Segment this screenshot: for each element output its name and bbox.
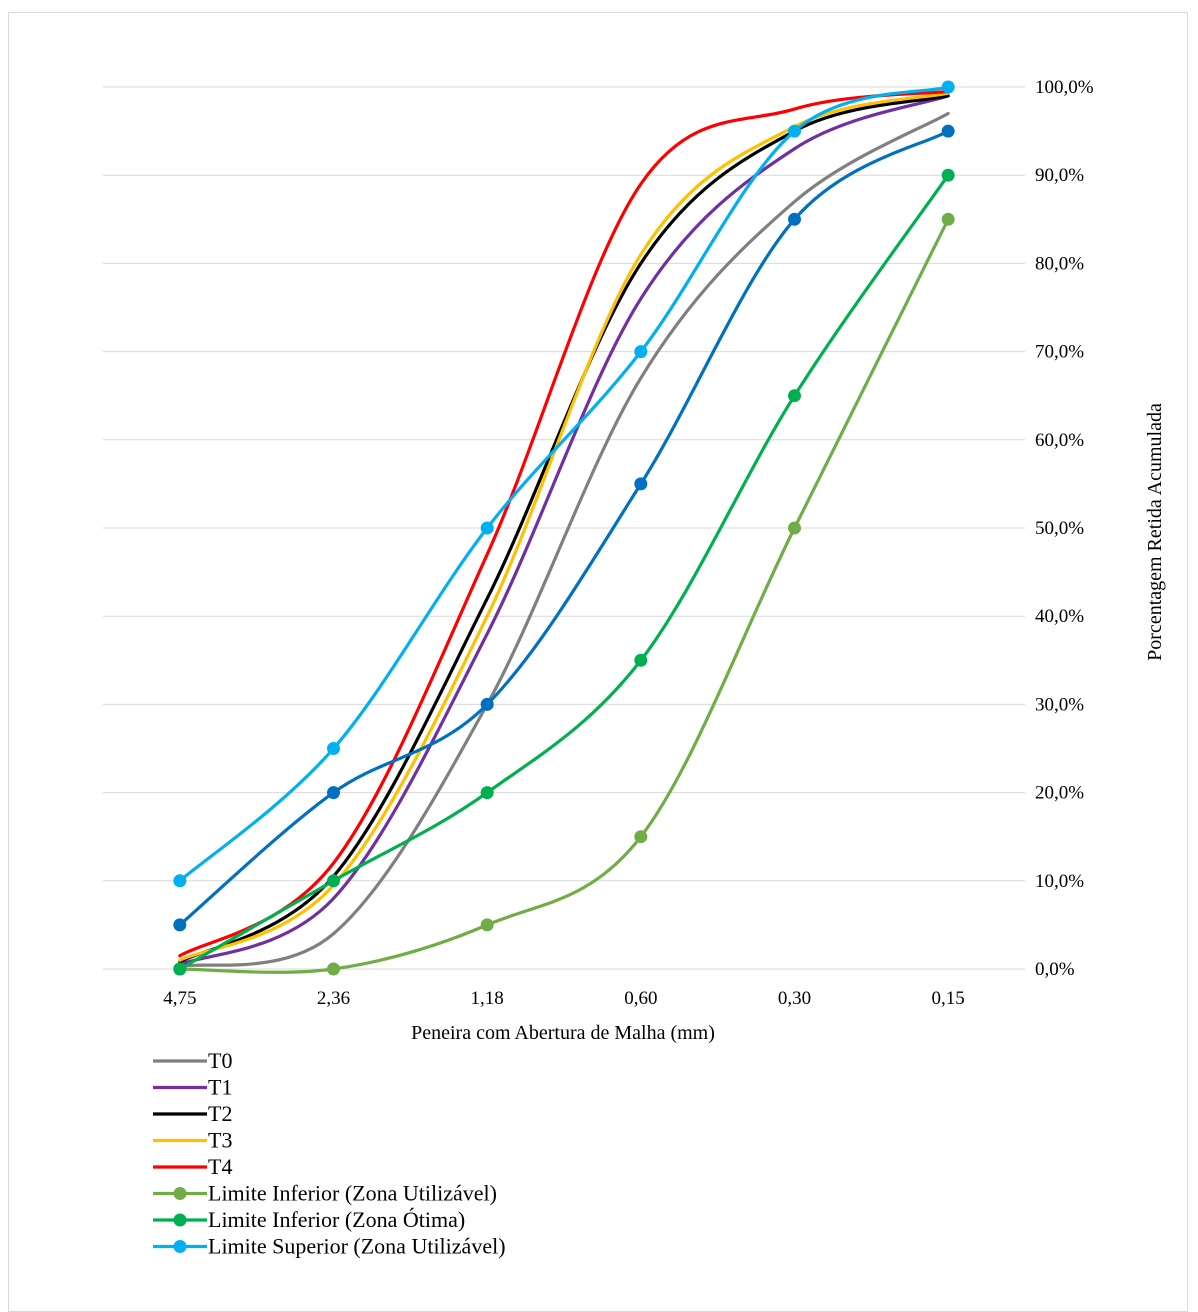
legend-label-t0: T0 — [208, 1048, 232, 1073]
data-point-limite-superior-zona-utilizavel — [480, 521, 494, 535]
data-point-limite-inferior-zona-utilizavel — [634, 830, 648, 844]
y-axis-title: Porcentagem Retida Acumulada — [1144, 403, 1166, 661]
data-point-unlabeled-series — [480, 697, 494, 711]
x-tick-label: 0,15 — [932, 988, 965, 1009]
x-tick-label: 1,18 — [471, 988, 504, 1009]
y-tick-label: 30,0% — [1035, 694, 1084, 715]
series-markers — [173, 80, 955, 976]
series-line-limite-inferior-zona-utilizavel — [178, 217, 950, 974]
y-tick-label: 100,0% — [1035, 77, 1094, 98]
chart-frame — [8, 12, 1188, 1312]
x-tick-label: 4,75 — [163, 988, 196, 1009]
data-point-limite-superior-zona-utilizavel — [327, 742, 340, 755]
legend-label-t3: T3 — [208, 1128, 232, 1153]
x-axis-title: Peneira com Abertura de Malha (mm) — [411, 1022, 715, 1044]
data-point-limite-superior-zona-utilizavel — [173, 874, 187, 888]
gridlines — [103, 86, 1025, 970]
series-line-t4 — [178, 89, 950, 958]
series-line-t3 — [178, 91, 950, 962]
y-tick-label: 50,0% — [1035, 518, 1084, 539]
x-axis-ticks: 4,75 2,36 1,18 0,60 0,30 0,15 — [163, 988, 965, 1009]
legend-marker-limite-superior-zona-utilizavel — [173, 1240, 187, 1253]
data-point-unlabeled-series — [788, 212, 801, 226]
series-line-t0 — [178, 111, 950, 968]
data-point-unlabeled-series — [327, 786, 340, 800]
data-point-limite-superior-zona-utilizavel — [941, 80, 955, 94]
data-point-limite-inferior-zona-otima — [788, 389, 801, 403]
y-tick-label: 90,0% — [1035, 165, 1084, 186]
legend-label-limite-inferior-zona-utilizavel: Limite Inferior (Zona Utilizável) — [208, 1181, 497, 1206]
data-point-limite-inferior-zona-utilizavel — [941, 212, 955, 226]
y-tick-label: 40,0% — [1035, 606, 1084, 627]
data-point-limite-superior-zona-utilizavel — [634, 345, 648, 359]
legend-label-limite-inferior-zona-otima: Limite Inferior (Zona Ótima) — [208, 1207, 465, 1232]
data-point-limite-inferior-zona-otima — [941, 168, 955, 182]
series-line-limite-inferior-zona-otima — [178, 173, 950, 971]
series-line-limite-superior-zona-utilizavel — [178, 85, 950, 883]
y-axis-ticks: 0,0% 10,0% 20,0% 30,0% 40,0% 50,0% 60,0% 70,0% 8… — [1035, 77, 1094, 980]
legend-marker-limite-inferior-zona-otima — [173, 1213, 187, 1227]
legend-label-limite-superior-zona-utilizavel: Limite Superior (Zona Utilizável) — [208, 1234, 506, 1259]
x-tick-label: 2,36 — [317, 988, 350, 1009]
y-tick-label: 60,0% — [1035, 430, 1084, 451]
data-point-limite-inferior-zona-otima — [327, 874, 340, 888]
legend-label-t4: T4 — [208, 1154, 232, 1179]
data-point-limite-inferior-zona-otima — [173, 962, 187, 976]
data-point-unlabeled-series — [173, 918, 187, 932]
legend-label-t2: T2 — [208, 1101, 232, 1126]
data-point-limite-inferior-zona-utilizavel — [327, 962, 340, 976]
data-point-unlabeled-series — [941, 124, 955, 138]
legend-label-t1: T1 — [208, 1075, 232, 1100]
y-tick-label: 70,0% — [1035, 342, 1084, 363]
data-point-limite-inferior-zona-otima — [480, 786, 494, 800]
data-point-unlabeled-series — [634, 477, 648, 491]
series-line-t1 — [178, 94, 950, 967]
data-point-limite-superior-zona-utilizavel — [788, 124, 801, 138]
data-point-limite-inferior-zona-otima — [634, 653, 648, 667]
x-tick-label: 0,30 — [778, 988, 811, 1009]
x-tick-label: 0,60 — [624, 988, 657, 1009]
y-tick-label: 80,0% — [1035, 253, 1084, 274]
data-point-limite-inferior-zona-utilizavel — [788, 521, 801, 535]
series-line-t2 — [178, 94, 950, 964]
y-tick-label: 10,0% — [1035, 871, 1084, 892]
data-point-limite-inferior-zona-utilizavel — [480, 918, 494, 932]
legend-marker-limite-inferior-zona-utilizavel — [173, 1187, 187, 1200]
y-tick-label: 0,0% — [1035, 959, 1075, 980]
y-tick-label: 20,0% — [1035, 783, 1084, 804]
series-lines — [178, 85, 950, 974]
